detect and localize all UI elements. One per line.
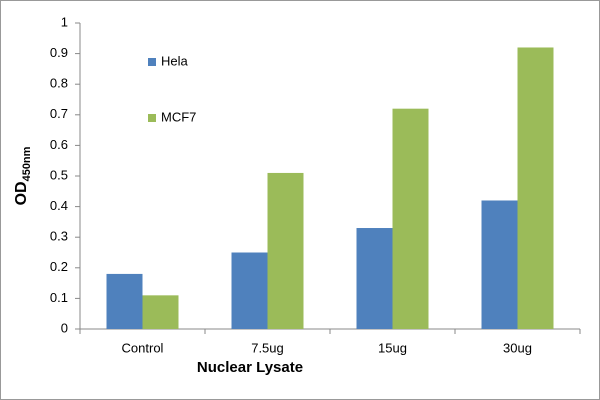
x-tick-label: 15ug — [378, 340, 407, 355]
y-tick-label: 0.1 — [50, 290, 68, 305]
bar — [231, 252, 268, 329]
y-tick-label: 0.8 — [50, 76, 68, 91]
x-tick-label: 30ug — [503, 340, 532, 355]
bar — [142, 295, 179, 329]
y-axis-label: OD450nm — [13, 146, 33, 205]
bar — [356, 228, 393, 329]
x-tick-label: 7.5ug — [251, 340, 284, 355]
y-tick-label: 0.6 — [50, 137, 68, 152]
y-tick-label: 0.5 — [50, 167, 68, 182]
y-tick-label: 1 — [61, 14, 68, 29]
bar — [517, 47, 554, 329]
bar — [481, 200, 518, 329]
legend-swatch — [148, 114, 156, 122]
y-axis-label-sub: 450nm — [21, 146, 33, 181]
y-tick-label: 0 — [61, 320, 68, 335]
legend-label: Hela — [161, 53, 189, 68]
y-axis-label-main: OD — [13, 181, 30, 205]
x-tick-label: Control — [122, 340, 164, 355]
x-axis-label: Nuclear Lysate — [197, 359, 303, 376]
legend-swatch — [148, 58, 156, 66]
legend-label: MCF7 — [161, 109, 196, 124]
y-tick-label: 0.3 — [50, 229, 68, 244]
y-tick-label: 0.9 — [50, 45, 68, 60]
y-tick-label: 0.7 — [50, 106, 68, 121]
bar — [392, 108, 429, 330]
bar — [267, 172, 304, 329]
y-tick-label: 0.4 — [50, 198, 68, 213]
y-tick-label: 0.2 — [50, 259, 68, 274]
bar — [106, 273, 143, 329]
